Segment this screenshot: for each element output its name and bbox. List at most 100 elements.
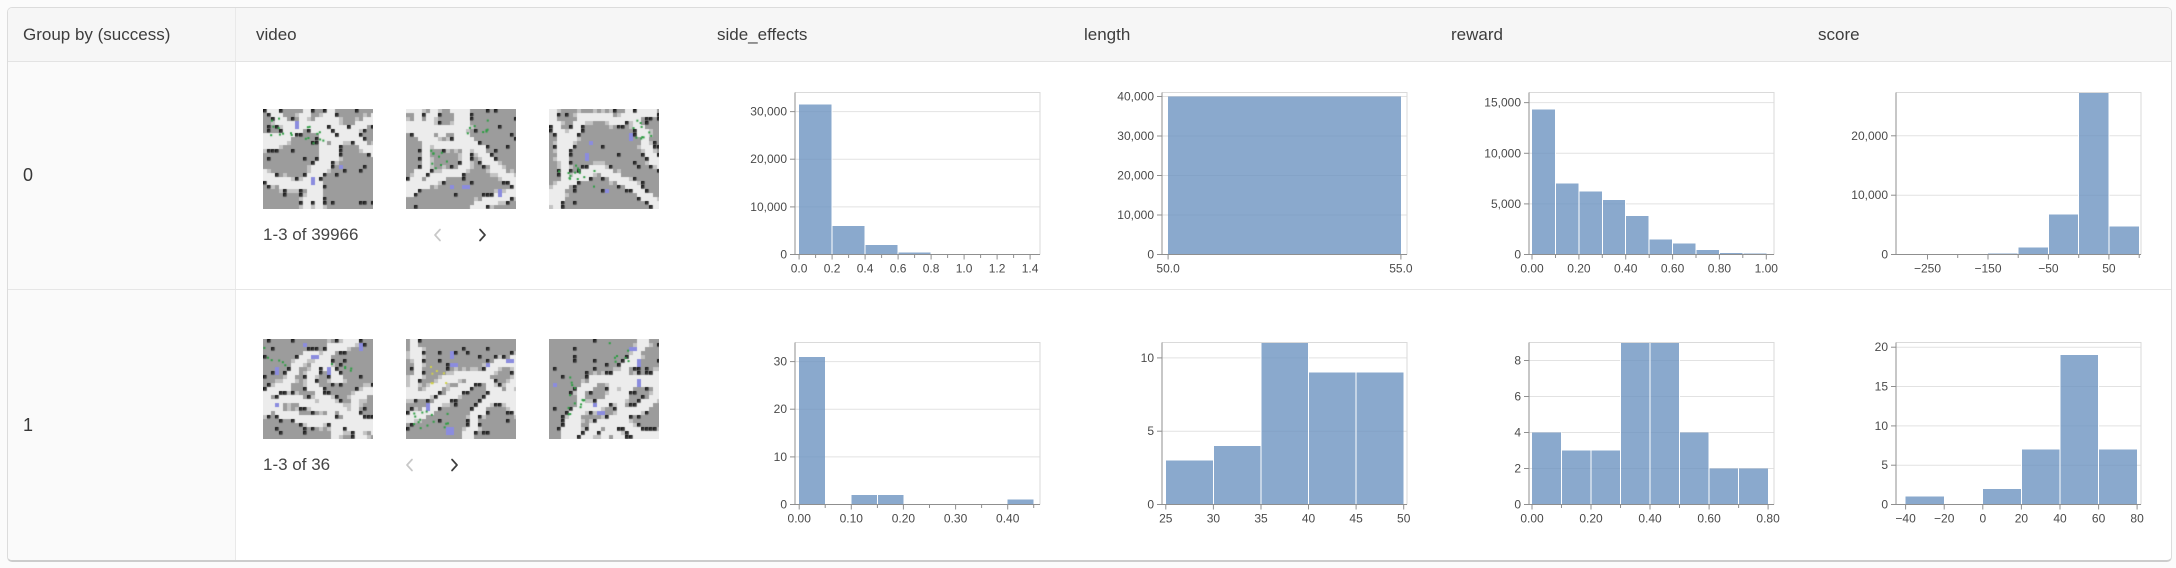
column-header-video[interactable]: video bbox=[236, 25, 701, 45]
side-effects-histogram[interactable]: 0 10,000 20,000 30,000 0.0 0.2 0.4 0.6 0.8 1.0 1.2… bbox=[743, 92, 1068, 293]
column-header-group-by-success[interactable]: Group by (success) bbox=[8, 8, 236, 61]
svg-text:0: 0 bbox=[1147, 248, 1154, 262]
svg-text:0: 0 bbox=[1979, 512, 1986, 526]
svg-text:0: 0 bbox=[780, 248, 787, 262]
svg-text:30: 30 bbox=[1207, 512, 1221, 526]
video-thumbnail[interactable] bbox=[406, 339, 516, 439]
length-cell: 0 5 10 25 30 35 40 45 50 bbox=[1068, 290, 1435, 560]
svg-text:1.4: 1.4 bbox=[1022, 262, 1039, 276]
svg-text:1.0: 1.0 bbox=[956, 262, 973, 276]
svg-text:2: 2 bbox=[1514, 462, 1521, 476]
svg-text:0.6: 0.6 bbox=[890, 262, 907, 276]
svg-text:0: 0 bbox=[1514, 248, 1521, 262]
video-cell: 1-3 of 36 bbox=[236, 290, 701, 560]
reward-histogram[interactable]: 0 5,000 10,000 15,000 0.00 0.20 0.40 0.60 0.80 1.… bbox=[1477, 92, 1802, 293]
svg-text:8: 8 bbox=[1514, 354, 1521, 368]
svg-text:0.20: 0.20 bbox=[892, 512, 916, 526]
svg-text:20: 20 bbox=[774, 402, 788, 416]
group-cell: 0 bbox=[8, 62, 236, 289]
svg-text:0.60: 0.60 bbox=[1661, 262, 1685, 276]
table-header-row: Group by (success) video side_effects le… bbox=[8, 8, 2171, 62]
svg-text:20,000: 20,000 bbox=[1851, 129, 1888, 143]
length-histogram[interactable]: 0 10,000 20,000 30,000 40,000 50.0 55.0 bbox=[1110, 90, 1435, 293]
video-cell: 1-3 of 39966 bbox=[236, 62, 701, 289]
svg-text:20: 20 bbox=[1875, 342, 1889, 354]
length-cell: 0 10,000 20,000 30,000 40,000 50.0 55.0 bbox=[1068, 62, 1435, 289]
column-header-label: video bbox=[256, 24, 297, 44]
svg-text:20,000: 20,000 bbox=[1117, 169, 1154, 183]
svg-text:0.00: 0.00 bbox=[788, 512, 812, 526]
video-thumbnail[interactable] bbox=[263, 339, 373, 439]
svg-text:10,000: 10,000 bbox=[1851, 188, 1888, 202]
svg-text:80: 80 bbox=[2130, 512, 2144, 526]
svg-text:5: 5 bbox=[1147, 424, 1154, 438]
svg-text:25: 25 bbox=[1159, 512, 1173, 526]
svg-text:0: 0 bbox=[780, 498, 787, 512]
svg-text:55.0: 55.0 bbox=[1389, 262, 1413, 276]
column-header-length[interactable]: length bbox=[1068, 25, 1435, 45]
svg-text:0.00: 0.00 bbox=[1520, 262, 1544, 276]
chevron-left-icon[interactable] bbox=[404, 457, 415, 473]
pagination-label: 1-3 of 39966 bbox=[263, 225, 359, 244]
svg-text:0.8: 0.8 bbox=[923, 262, 940, 276]
svg-text:5: 5 bbox=[1881, 458, 1888, 472]
column-header-label: Group by (success) bbox=[23, 24, 171, 44]
svg-text:15: 15 bbox=[1875, 380, 1889, 394]
svg-text:0.30: 0.30 bbox=[944, 512, 968, 526]
svg-text:−150: −150 bbox=[1974, 262, 2001, 276]
svg-text:15,000: 15,000 bbox=[1484, 96, 1521, 110]
svg-text:40,000: 40,000 bbox=[1117, 92, 1154, 104]
group-cell: 1 bbox=[8, 290, 236, 560]
table-row-group-1: 1 1-3 of 36 0 10 20 30 0.00 0.10 0.20 0.30 0.40 bbox=[8, 290, 2171, 560]
svg-text:0.4: 0.4 bbox=[857, 262, 874, 276]
column-header-reward[interactable]: reward bbox=[1435, 25, 1802, 45]
video-thumbnail[interactable] bbox=[549, 109, 659, 209]
length-histogram[interactable]: 0 5 10 25 30 35 40 45 50 bbox=[1110, 342, 1435, 543]
svg-text:0.40: 0.40 bbox=[996, 512, 1020, 526]
chevron-right-icon[interactable] bbox=[449, 457, 460, 473]
column-header-label: length bbox=[1084, 24, 1131, 44]
svg-text:50: 50 bbox=[2102, 262, 2116, 276]
reward-histogram[interactable]: 0 2 4 6 8 0.00 0.20 0.40 0.60 0.80 bbox=[1477, 342, 1802, 543]
video-thumbnail[interactable] bbox=[406, 109, 516, 209]
svg-text:60: 60 bbox=[2092, 512, 2106, 526]
pagination-label: 1-3 of 36 bbox=[263, 455, 331, 474]
svg-text:1.00: 1.00 bbox=[1755, 262, 1779, 276]
svg-text:0.80: 0.80 bbox=[1756, 512, 1780, 526]
svg-text:0.60: 0.60 bbox=[1697, 512, 1721, 526]
group-value: 1 bbox=[23, 414, 34, 435]
svg-text:0.2: 0.2 bbox=[824, 262, 841, 276]
svg-text:20: 20 bbox=[2015, 512, 2029, 526]
side-effects-histogram[interactable]: 0 10 20 30 0.00 0.10 0.20 0.30 0.40 bbox=[743, 342, 1068, 543]
svg-text:0.40: 0.40 bbox=[1638, 512, 1662, 526]
svg-text:35: 35 bbox=[1254, 512, 1268, 526]
svg-text:0.40: 0.40 bbox=[1614, 262, 1638, 276]
svg-text:0: 0 bbox=[1881, 248, 1888, 262]
chevron-left-icon[interactable] bbox=[432, 227, 443, 243]
video-thumbnails bbox=[263, 109, 701, 209]
svg-text:30,000: 30,000 bbox=[1117, 129, 1154, 143]
svg-text:10: 10 bbox=[1875, 419, 1889, 433]
svg-text:1.2: 1.2 bbox=[989, 262, 1006, 276]
svg-text:0: 0 bbox=[1514, 498, 1521, 512]
video-thumbnail[interactable] bbox=[263, 109, 373, 209]
reward-cell: 0 2 4 6 8 0.00 0.20 0.40 0.60 0.80 bbox=[1435, 290, 1802, 560]
column-header-score[interactable]: score bbox=[1802, 25, 2171, 45]
chevron-right-icon[interactable] bbox=[477, 227, 488, 243]
svg-text:0.10: 0.10 bbox=[840, 512, 864, 526]
svg-text:6: 6 bbox=[1514, 390, 1521, 404]
svg-text:45: 45 bbox=[1349, 512, 1363, 526]
svg-text:4: 4 bbox=[1514, 426, 1521, 440]
score-histogram[interactable]: 0 10,000 20,000 −250 −150 −50 50 bbox=[1844, 92, 2171, 293]
grouped-runs-table: Group by (success) video side_effects le… bbox=[7, 7, 2172, 562]
column-header-side-effects[interactable]: side_effects bbox=[701, 25, 1068, 45]
svg-text:50: 50 bbox=[1397, 512, 1411, 526]
score-histogram[interactable]: 0 5 10 15 20 −40 −20 0 20 40 60 80 bbox=[1844, 340, 2171, 543]
side-effects-cell: 0 10 20 30 0.00 0.10 0.20 0.30 0.40 bbox=[701, 290, 1068, 560]
side-effects-cell: 0 10,000 20,000 30,000 0.0 0.2 0.4 0.6 0.8 1.0 1.2… bbox=[701, 62, 1068, 289]
video-thumbnail[interactable] bbox=[549, 339, 659, 439]
svg-text:−40: −40 bbox=[1895, 512, 1916, 526]
table-row-group-0: 0 1-3 of 39966 0 10,000 20,000 30,000 0.0 0.2… bbox=[8, 62, 2171, 290]
svg-text:30: 30 bbox=[774, 355, 788, 369]
svg-text:0.20: 0.20 bbox=[1567, 262, 1591, 276]
